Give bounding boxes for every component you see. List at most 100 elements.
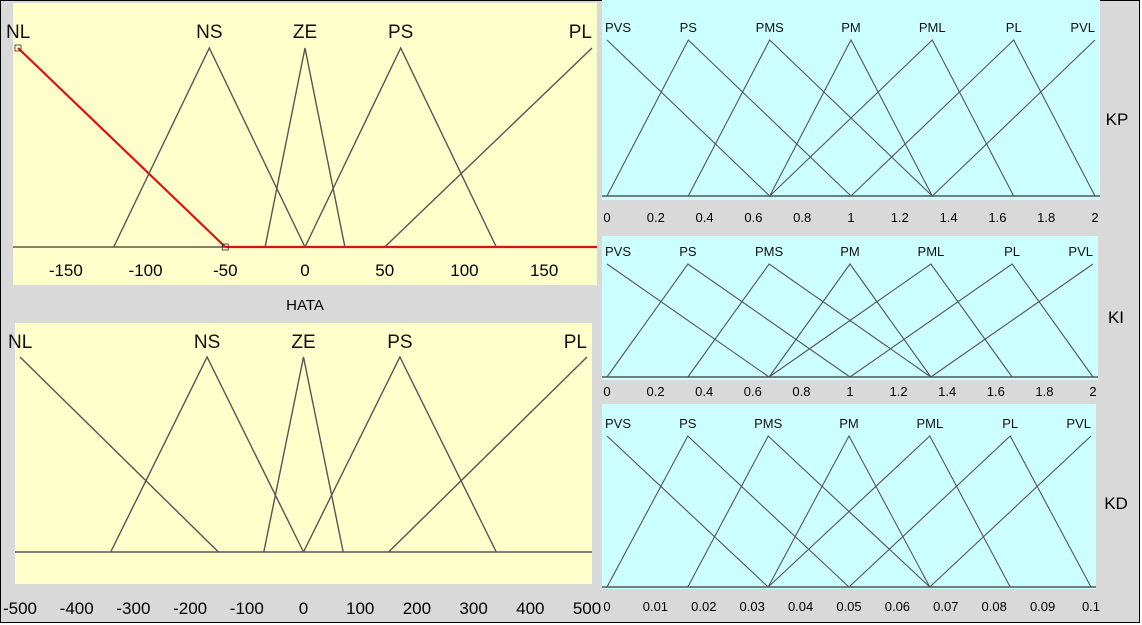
x-tick-label: 500	[573, 599, 601, 618]
mf-curve-ze	[264, 47, 346, 248]
mf-label-ps: PS	[679, 416, 697, 431]
x-tick-label: 0.2	[647, 384, 665, 399]
mf-curve-pl	[848, 435, 1092, 588]
mf-label-ze: ZE	[291, 332, 315, 353]
x-tick-label: 2	[1091, 210, 1098, 225]
x-tick-label: 150	[530, 261, 558, 280]
x-tick-label: -100	[230, 599, 264, 618]
x-tick-label: 1.6	[988, 210, 1006, 225]
mf-label-pvl: PVL	[1070, 20, 1095, 35]
x-tick-label: 1	[846, 384, 853, 399]
mf-curve-pms	[687, 39, 933, 197]
output-variable-label: KP	[1106, 110, 1129, 129]
x-tick-label: 1.6	[987, 384, 1005, 399]
mf-curve-pl	[849, 263, 1094, 378]
mf-label-pml: PML	[916, 416, 943, 431]
mf-label-pvl: PVL	[1066, 416, 1091, 431]
x-tick-label: 1.2	[891, 210, 909, 225]
x-tick-label: 1.4	[938, 384, 956, 399]
plot-area	[13, 3, 597, 285]
x-tick-label: 0.2	[647, 210, 665, 225]
x-tick-label: 0	[300, 261, 309, 280]
mf-curve-pvs	[606, 39, 771, 197]
x-tick-label: 0.03	[740, 599, 765, 614]
mf-curve-ze	[263, 356, 344, 553]
mf-vertex-marker	[14, 44, 22, 52]
x-tick-label: -200	[173, 599, 207, 618]
mf-curve-ps	[304, 46, 497, 248]
mf-curve-pvl	[930, 263, 1094, 378]
x-tick-label: 0.05	[836, 599, 861, 614]
x-tick-label: 300	[459, 599, 487, 618]
x-tick-label: 0.8	[792, 384, 810, 399]
x-tick-label: 1.8	[1035, 384, 1053, 399]
x-tick-label: 1.2	[890, 384, 908, 399]
mf-label-pml: PML	[918, 244, 945, 259]
mf-curve-pvl	[931, 39, 1096, 197]
mf-curve-ns	[113, 46, 306, 248]
x-tick-label: 0.8	[793, 210, 811, 225]
output-variable-label: KI	[1108, 308, 1124, 327]
x-tick-label: 0.04	[788, 599, 813, 614]
mf-curve-nl	[17, 47, 227, 248]
x-tick-label: 1	[847, 210, 854, 225]
x-tick-label: -500	[3, 599, 37, 618]
x-tick-label: 1.8	[1037, 210, 1055, 225]
plot-area	[15, 323, 592, 584]
mf-label-nl: NL	[8, 332, 32, 353]
x-tick-label: 0	[299, 599, 308, 618]
mf-curve-pvl	[929, 435, 1092, 588]
chart-panel-0: NL NS ZE PS PL -150 -100 -50 0 50 100 150 HATA	[6, 3, 597, 314]
mf-label-pvl: PVL	[1068, 244, 1093, 259]
x-tick-label: 0.07	[933, 599, 958, 614]
mf-label-nl: NL	[6, 22, 30, 43]
x-tick-label: -50	[213, 261, 238, 280]
mf-label-pl: PL	[1002, 416, 1018, 431]
plot-area	[602, 236, 1098, 380]
x-tick-label: 0.1	[1082, 599, 1100, 614]
plot-area	[602, 0, 1100, 200]
mf-label-pl: PL	[564, 332, 587, 353]
chart-panel-2: PVS PS PMS PM PML PL PVL 0 0.2 0.4 0.6 0.8 1 1.2 1.4 1.…	[602, 0, 1128, 225]
x-tick-label: 2	[1089, 384, 1096, 399]
mf-label-pm: PM	[840, 244, 860, 259]
mf-label-ns: NS	[194, 332, 220, 353]
mf-curve-ps	[302, 355, 497, 553]
x-tick-label: 0.06	[885, 599, 910, 614]
plot-area	[602, 404, 1096, 589]
mf-curve-pl	[388, 356, 588, 553]
mf-label-ps: PS	[388, 22, 413, 43]
x-tick-label: 100	[346, 599, 374, 618]
mf-curve-pl	[384, 47, 593, 248]
x-tick-label: 200	[403, 599, 431, 618]
mf-label-pml: PML	[919, 20, 946, 35]
chart-panel-3: PVS PS PMS PM PML PL PVL 0 0.2 0.4 0.6 0.8 1 1.2 1.4 1.…	[602, 236, 1124, 399]
x-tick-label: 400	[516, 599, 544, 618]
x-tick-label: 0.08	[982, 599, 1007, 614]
x-tick-label: 0	[603, 210, 610, 225]
mf-label-ps: PS	[387, 332, 412, 353]
mf-label-pvs: PVS	[605, 20, 631, 35]
x-tick-label: 0.6	[744, 210, 762, 225]
mf-curve-ns	[110, 355, 305, 553]
x-tick-label: 0.4	[696, 210, 714, 225]
mf-vertex-marker	[221, 243, 229, 251]
x-tick-label: 0	[603, 384, 610, 399]
x-tick-label: -100	[129, 261, 163, 280]
x-tick-label: -150	[49, 261, 83, 280]
x-tick-label: 0	[603, 599, 610, 614]
mf-label-pvs: PVS	[605, 416, 631, 431]
x-tick-label: 0.4	[695, 384, 713, 399]
x-tick-label: 0.6	[744, 384, 762, 399]
x-tick-label: 1.4	[940, 210, 958, 225]
mf-curve-pvs	[606, 435, 769, 588]
mf-label-pms: PMS	[756, 20, 785, 35]
mf-label-ps: PS	[680, 20, 698, 35]
mf-label-pms: PMS	[754, 416, 783, 431]
chart-panel-1: NL NS ZE PS PL -500 -400 -300 -200 -100 0 100 200 300…	[3, 323, 601, 618]
mf-label-pl: PL	[569, 22, 592, 43]
x-axis-label: HATA	[286, 297, 324, 314]
mf-curve-pms	[687, 263, 932, 378]
mf-label-pl: PL	[1004, 244, 1020, 259]
